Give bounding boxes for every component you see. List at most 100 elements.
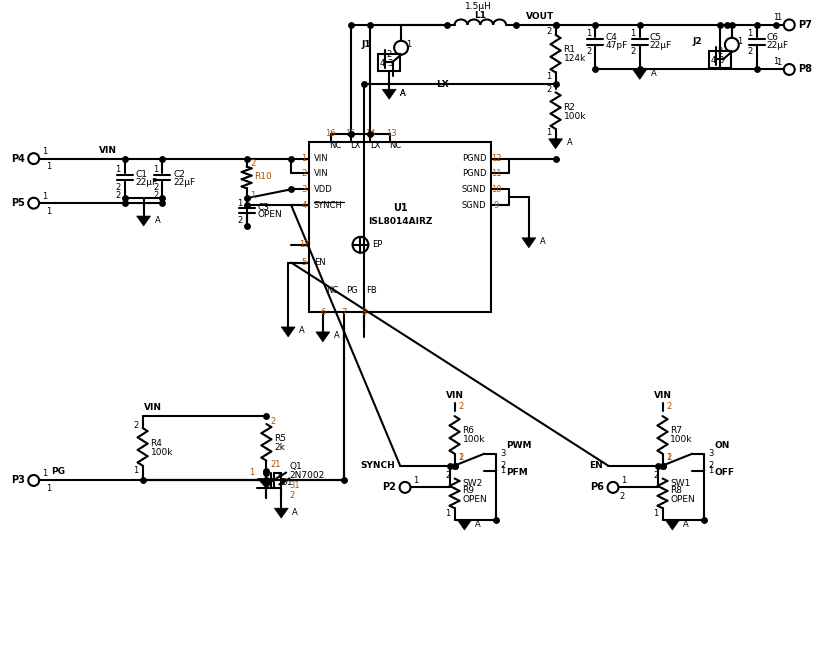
Text: 11: 11 [491, 169, 501, 178]
Text: 2k: 2k [274, 444, 285, 452]
Text: 8: 8 [362, 307, 367, 317]
Text: A: A [155, 215, 161, 225]
Text: 1: 1 [654, 509, 658, 517]
Text: PFM: PFM [506, 468, 527, 477]
Text: P5: P5 [11, 198, 25, 208]
Text: 1: 1 [737, 38, 742, 46]
Bar [309, 142, 491, 312]
Text: A: A [650, 69, 656, 78]
Text: VDD: VDD [314, 185, 333, 194]
Text: R2: R2 [563, 103, 576, 111]
Text: A: A [540, 238, 545, 246]
Polygon shape [522, 238, 536, 248]
Text: 1: 1 [133, 466, 138, 475]
Text: 4: 4 [710, 56, 716, 65]
Text: 13: 13 [386, 130, 396, 138]
Text: 2: 2 [387, 50, 391, 59]
Text: A: A [400, 89, 406, 98]
Text: 1: 1 [115, 165, 121, 174]
Text: 1: 1 [546, 128, 552, 138]
Text: 2: 2 [301, 169, 306, 178]
Polygon shape [137, 216, 151, 226]
Text: 1: 1 [406, 40, 411, 49]
Text: 17: 17 [299, 240, 310, 249]
Text: 1: 1 [47, 207, 52, 215]
Text: 4: 4 [301, 201, 306, 209]
Text: C6: C6 [767, 34, 779, 42]
Text: SGND: SGND [462, 201, 486, 209]
Text: 7: 7 [341, 307, 346, 317]
Text: 1: 1 [773, 13, 778, 21]
Text: 2: 2 [717, 47, 722, 56]
Text: FB: FB [366, 286, 378, 295]
Text: NC: NC [329, 141, 342, 150]
Text: R10: R10 [255, 172, 272, 181]
Text: 1: 1 [153, 165, 158, 174]
Text: 2: 2 [546, 28, 552, 36]
Text: 2: 2 [546, 85, 552, 94]
Text: 1: 1 [586, 30, 591, 38]
Text: 1: 1 [708, 466, 713, 475]
Polygon shape [274, 508, 288, 518]
Text: 2: 2 [459, 402, 464, 411]
Text: R8: R8 [671, 486, 682, 495]
Text: J2: J2 [693, 38, 702, 46]
Text: A: A [400, 89, 406, 98]
Text: 14: 14 [365, 130, 376, 138]
Text: 100k: 100k [563, 111, 586, 121]
Text: ISL8014AIRZ: ISL8014AIRZ [368, 217, 432, 225]
Text: A: A [333, 331, 340, 340]
Text: A: A [299, 326, 305, 336]
Text: A: A [292, 508, 298, 517]
Text: 124k: 124k [563, 54, 586, 63]
Text: 1: 1 [748, 30, 753, 38]
Polygon shape [666, 520, 679, 530]
Polygon shape [382, 89, 396, 99]
Text: 3: 3 [718, 56, 724, 65]
Bar [709, 51, 731, 68]
Polygon shape [633, 70, 647, 79]
Text: 6: 6 [320, 307, 325, 317]
Text: 2: 2 [133, 421, 138, 429]
Text: 1: 1 [621, 476, 627, 485]
Text: 2: 2 [153, 191, 158, 200]
Text: 22μF: 22μF [174, 178, 196, 187]
Text: D1: D1 [280, 478, 293, 487]
Text: NC: NC [326, 286, 338, 295]
Text: 1: 1 [500, 466, 505, 475]
Text: VIN: VIN [143, 403, 161, 412]
Text: 1: 1 [301, 154, 306, 163]
Text: P8: P8 [799, 64, 812, 74]
Text: 2N7002: 2N7002 [289, 471, 324, 480]
Text: OFF: OFF [714, 468, 734, 477]
Text: 22μF: 22μF [136, 178, 158, 187]
Text: 2: 2 [667, 402, 672, 411]
Text: 1: 1 [546, 72, 552, 81]
Text: 1: 1 [47, 162, 52, 171]
Text: SW2: SW2 [463, 479, 482, 488]
Text: PG: PG [346, 286, 358, 295]
Text: 1: 1 [42, 147, 47, 156]
Text: C2: C2 [174, 170, 185, 179]
Text: OPEN: OPEN [257, 209, 283, 219]
Text: 2: 2 [500, 461, 505, 470]
Text: 1: 1 [631, 30, 636, 38]
Text: SYNCH: SYNCH [314, 201, 343, 209]
Text: 1.5μH: 1.5μH [465, 1, 491, 11]
Text: 22μF: 22μF [767, 41, 789, 50]
Text: P2: P2 [382, 482, 396, 493]
Text: PGND: PGND [462, 169, 486, 178]
Text: 2: 2 [251, 159, 256, 168]
Text: SGND: SGND [462, 185, 486, 194]
Text: 1: 1 [42, 469, 47, 478]
Text: C3: C3 [257, 203, 269, 211]
Polygon shape [316, 332, 330, 342]
Text: LX: LX [351, 141, 360, 150]
Text: C4: C4 [605, 34, 617, 42]
Text: 1: 1 [446, 509, 450, 517]
Polygon shape [281, 327, 295, 337]
Text: 2: 2 [446, 471, 450, 480]
Text: R9: R9 [463, 486, 474, 495]
Text: A: A [475, 519, 481, 529]
Text: 2: 2 [153, 183, 158, 192]
